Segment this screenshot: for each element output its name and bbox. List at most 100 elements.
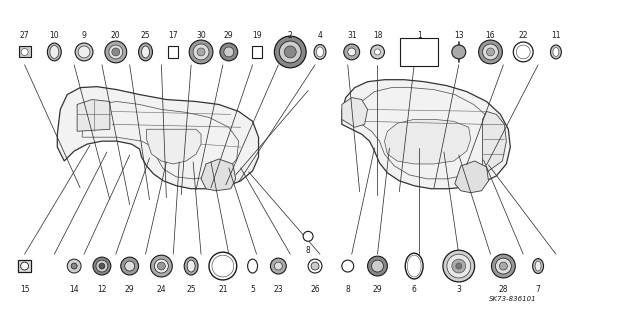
Polygon shape bbox=[455, 161, 488, 193]
Polygon shape bbox=[77, 100, 110, 131]
Ellipse shape bbox=[550, 45, 561, 59]
Text: 27: 27 bbox=[20, 31, 29, 40]
Circle shape bbox=[125, 261, 134, 271]
Text: 25: 25 bbox=[141, 31, 150, 40]
Circle shape bbox=[516, 45, 530, 59]
Circle shape bbox=[483, 44, 499, 60]
Ellipse shape bbox=[141, 46, 150, 58]
Circle shape bbox=[109, 45, 123, 59]
Circle shape bbox=[452, 259, 466, 273]
Text: 10: 10 bbox=[49, 31, 59, 40]
Circle shape bbox=[99, 263, 105, 269]
Circle shape bbox=[308, 259, 322, 273]
Text: 5: 5 bbox=[250, 286, 255, 294]
Circle shape bbox=[150, 255, 172, 277]
Circle shape bbox=[20, 262, 29, 270]
Circle shape bbox=[311, 262, 319, 270]
Polygon shape bbox=[201, 159, 236, 191]
Text: 11: 11 bbox=[551, 31, 561, 40]
Circle shape bbox=[499, 262, 508, 270]
Circle shape bbox=[284, 46, 296, 58]
Text: 14: 14 bbox=[69, 286, 79, 294]
Circle shape bbox=[342, 260, 354, 272]
Circle shape bbox=[513, 42, 533, 62]
Text: 22: 22 bbox=[518, 31, 528, 40]
Text: 29: 29 bbox=[224, 31, 234, 40]
Circle shape bbox=[303, 231, 313, 241]
Text: 6: 6 bbox=[412, 286, 417, 294]
Text: 16: 16 bbox=[486, 31, 495, 40]
Circle shape bbox=[154, 259, 168, 273]
Text: 15: 15 bbox=[20, 286, 29, 294]
Circle shape bbox=[21, 48, 28, 56]
Ellipse shape bbox=[139, 43, 152, 61]
Text: 24: 24 bbox=[157, 286, 166, 294]
Text: 19: 19 bbox=[252, 31, 261, 40]
Circle shape bbox=[121, 257, 139, 275]
Ellipse shape bbox=[405, 253, 423, 279]
Ellipse shape bbox=[317, 47, 323, 57]
Polygon shape bbox=[342, 98, 367, 127]
Circle shape bbox=[486, 48, 495, 56]
Circle shape bbox=[212, 255, 234, 277]
Text: 3: 3 bbox=[456, 286, 461, 294]
Circle shape bbox=[271, 258, 286, 274]
Circle shape bbox=[456, 263, 461, 269]
Ellipse shape bbox=[553, 48, 559, 56]
Bar bbox=[252, 46, 262, 58]
Text: 29: 29 bbox=[125, 286, 134, 294]
Ellipse shape bbox=[50, 46, 59, 58]
Text: 28: 28 bbox=[499, 286, 508, 294]
Text: 18: 18 bbox=[372, 31, 382, 40]
Circle shape bbox=[479, 40, 502, 64]
Circle shape bbox=[75, 43, 93, 61]
Circle shape bbox=[492, 254, 515, 278]
Text: 20: 20 bbox=[111, 31, 120, 40]
Text: 8: 8 bbox=[306, 246, 310, 255]
Polygon shape bbox=[147, 129, 201, 164]
Circle shape bbox=[71, 263, 77, 269]
Circle shape bbox=[372, 260, 383, 272]
Text: 23: 23 bbox=[273, 286, 283, 294]
Ellipse shape bbox=[314, 45, 326, 59]
Circle shape bbox=[189, 40, 213, 64]
Ellipse shape bbox=[535, 261, 541, 271]
Circle shape bbox=[105, 41, 127, 63]
Polygon shape bbox=[58, 87, 259, 189]
Circle shape bbox=[495, 258, 511, 274]
Circle shape bbox=[275, 262, 282, 270]
Circle shape bbox=[157, 262, 165, 270]
Circle shape bbox=[209, 252, 237, 280]
Text: 29: 29 bbox=[372, 286, 382, 294]
Circle shape bbox=[193, 44, 209, 60]
Text: 2: 2 bbox=[288, 31, 292, 40]
Ellipse shape bbox=[532, 259, 543, 273]
Circle shape bbox=[452, 45, 466, 59]
Bar bbox=[18, 260, 31, 272]
Polygon shape bbox=[342, 80, 510, 189]
Text: 30: 30 bbox=[196, 31, 206, 40]
Bar bbox=[168, 46, 179, 58]
Bar bbox=[400, 38, 438, 66]
Bar bbox=[19, 47, 31, 57]
Circle shape bbox=[78, 46, 90, 58]
Circle shape bbox=[348, 48, 356, 56]
Text: 12: 12 bbox=[97, 286, 107, 294]
Text: 7: 7 bbox=[536, 286, 541, 294]
Ellipse shape bbox=[248, 259, 257, 273]
Ellipse shape bbox=[47, 43, 61, 61]
Text: 26: 26 bbox=[310, 286, 320, 294]
Text: 9: 9 bbox=[82, 31, 86, 40]
Circle shape bbox=[275, 36, 306, 68]
Ellipse shape bbox=[187, 260, 195, 272]
Circle shape bbox=[224, 47, 234, 57]
Circle shape bbox=[443, 250, 475, 282]
Circle shape bbox=[279, 41, 301, 63]
Text: 13: 13 bbox=[454, 31, 463, 40]
Text: SK73-836101: SK73-836101 bbox=[488, 296, 536, 302]
Text: 25: 25 bbox=[186, 286, 196, 294]
Polygon shape bbox=[385, 119, 470, 164]
Ellipse shape bbox=[184, 257, 198, 275]
Text: 31: 31 bbox=[347, 31, 356, 40]
Circle shape bbox=[374, 49, 380, 55]
